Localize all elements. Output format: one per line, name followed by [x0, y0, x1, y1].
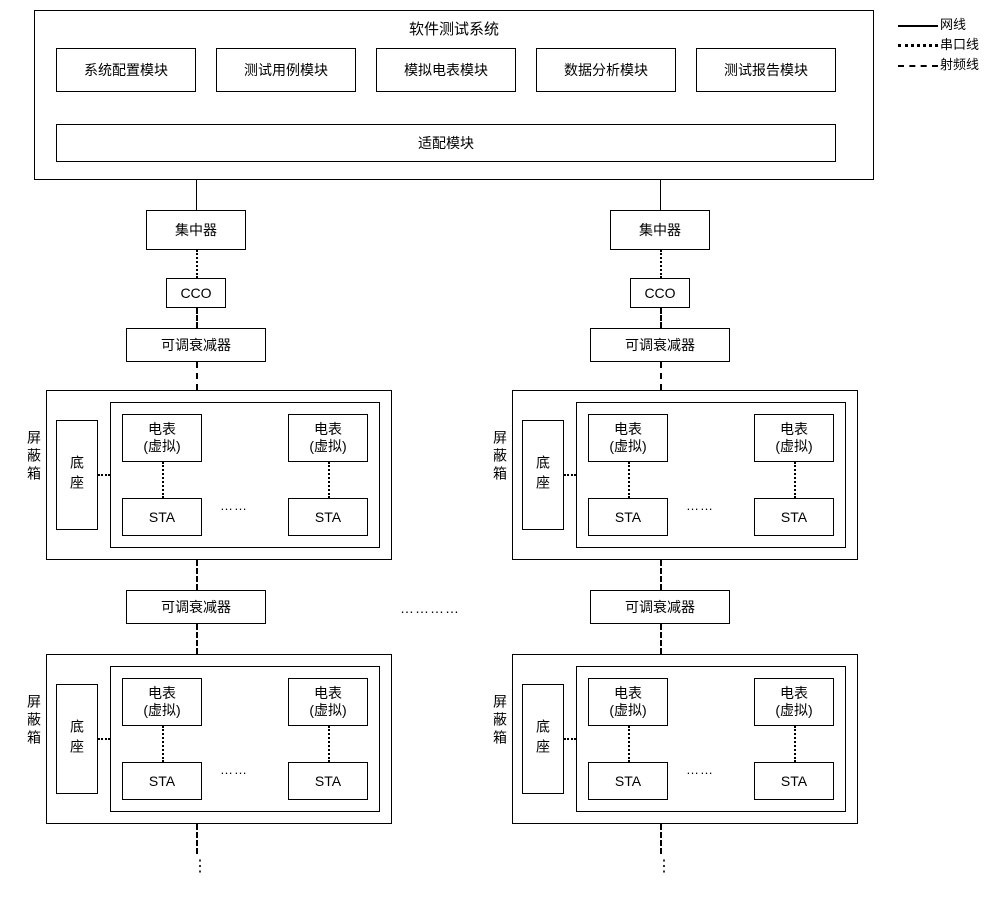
line-serial-right-1 — [660, 250, 662, 278]
meter-left-bot-b: 电表(虚拟) — [288, 678, 368, 726]
line-serial-base-left-top — [98, 474, 110, 476]
attenuator-left-2: 可调衰减器 — [126, 590, 266, 624]
ellipsis-meters-left-bot: …… — [220, 762, 248, 777]
legend-net: 网线 — [898, 14, 966, 33]
meter-right-top-b: 电表(虚拟) — [754, 414, 834, 462]
legend-serial: 串口线 — [898, 34, 979, 53]
line-rf-right-3 — [660, 560, 662, 590]
line-serial-left-1 — [196, 250, 198, 278]
line-rf-right-2 — [660, 362, 662, 390]
base-left-top: 底座 — [56, 420, 98, 530]
base-right-bot: 底座 — [522, 684, 564, 794]
sta-left-top-b: STA — [288, 498, 368, 536]
line-serial-base-left-bot — [98, 738, 110, 740]
line-serial-base-right-bot — [564, 738, 576, 740]
adapter-module: 适配模块 — [56, 124, 836, 162]
legend-serial-label: 串口线 — [940, 37, 979, 52]
module-system-config: 系统配置模块 — [56, 48, 196, 92]
concentrator-right: 集中器 — [610, 210, 710, 250]
sta-right-top-b: STA — [754, 498, 834, 536]
meter-left-top-a: 电表(虚拟) — [122, 414, 202, 462]
line-serial-meter-left-bot-a — [162, 726, 164, 762]
legend-rf: 射频线 — [898, 54, 979, 73]
ellipsis-continue-right: ⋮ — [656, 856, 672, 876]
software-test-system-title: 软件测试系统 — [34, 18, 874, 39]
cco-left: CCO — [166, 278, 226, 308]
ellipsis-chains: ………… — [400, 600, 460, 616]
sta-left-top-a: STA — [122, 498, 202, 536]
sta-left-bot-b: STA — [288, 762, 368, 800]
meter-right-bot-a: 电表(虚拟) — [588, 678, 668, 726]
line-serial-base-right-top — [564, 474, 576, 476]
line-serial-meter-right-top-b — [794, 462, 796, 498]
ellipsis-meters-right-top: …… — [686, 498, 714, 513]
cco-right: CCO — [630, 278, 690, 308]
line-net-left-1 — [196, 180, 197, 210]
base-left-bot: 底座 — [56, 684, 98, 794]
line-rf-left-5 — [196, 824, 198, 854]
shield-label-right-bot: 屏蔽箱 — [490, 694, 510, 748]
shield-label-left-top: 屏蔽箱 — [24, 430, 44, 484]
ellipsis-meters-right-bot: …… — [686, 762, 714, 777]
ellipsis-continue-left: ⋮ — [192, 856, 208, 876]
legend-net-label: 网线 — [940, 17, 966, 32]
module-test-case: 测试用例模块 — [216, 48, 356, 92]
legend-rf-label: 射频线 — [940, 57, 979, 72]
line-rf-right-4 — [660, 624, 662, 654]
line-rf-left-4 — [196, 624, 198, 654]
concentrator-left: 集中器 — [146, 210, 246, 250]
line-serial-meter-left-top-a — [162, 462, 164, 498]
attenuator-right-2: 可调衰减器 — [590, 590, 730, 624]
line-rf-right-1 — [660, 308, 662, 328]
module-sim-meter: 模拟电表模块 — [376, 48, 516, 92]
base-right-top: 底座 — [522, 420, 564, 530]
sta-right-bot-b: STA — [754, 762, 834, 800]
attenuator-left-1: 可调衰减器 — [126, 328, 266, 362]
attenuator-right-1: 可调衰减器 — [590, 328, 730, 362]
line-serial-meter-left-top-b — [328, 462, 330, 498]
meter-right-top-a: 电表(虚拟) — [588, 414, 668, 462]
line-net-right-1 — [660, 180, 661, 210]
shield-label-left-bot: 屏蔽箱 — [24, 694, 44, 748]
line-serial-meter-right-bot-a — [628, 726, 630, 762]
line-serial-meter-right-top-a — [628, 462, 630, 498]
line-serial-meter-right-bot-b — [794, 726, 796, 762]
line-rf-left-3 — [196, 560, 198, 590]
shield-label-right-top: 屏蔽箱 — [490, 430, 510, 484]
meter-left-bot-a: 电表(虚拟) — [122, 678, 202, 726]
line-rf-left-2 — [196, 362, 198, 390]
line-rf-left-1 — [196, 308, 198, 328]
sta-right-top-a: STA — [588, 498, 668, 536]
sta-left-bot-a: STA — [122, 762, 202, 800]
ellipsis-meters-left-top: …… — [220, 498, 248, 513]
meter-left-top-b: 电表(虚拟) — [288, 414, 368, 462]
line-serial-meter-left-bot-b — [328, 726, 330, 762]
module-test-report: 测试报告模块 — [696, 48, 836, 92]
sta-right-bot-a: STA — [588, 762, 668, 800]
meter-right-bot-b: 电表(虚拟) — [754, 678, 834, 726]
line-rf-right-5 — [660, 824, 662, 854]
module-data-analysis: 数据分析模块 — [536, 48, 676, 92]
